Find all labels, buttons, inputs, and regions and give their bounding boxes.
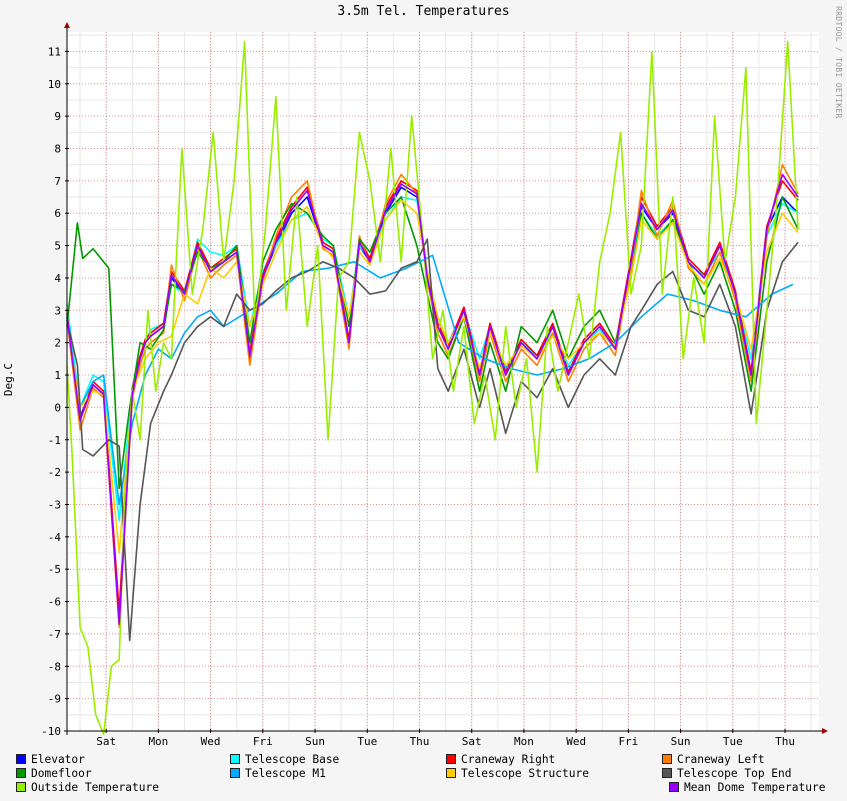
- y-tick-label: 11: [48, 45, 61, 58]
- legend-swatch: [662, 768, 672, 778]
- legend-label: Craneway Left: [677, 752, 765, 766]
- series-line-craneway-left: [66, 163, 799, 629]
- y-tick-label: -3: [48, 498, 61, 511]
- legend-label: Telescope Top End: [677, 766, 792, 780]
- y-tick-label: -2: [48, 466, 61, 479]
- y-tick-label: -4: [48, 531, 62, 544]
- x-tick-label: Tue: [723, 735, 743, 748]
- chart-title: 3.5m Tel. Temperatures: [337, 4, 510, 19]
- y-tick-label: 1: [54, 369, 61, 382]
- legend-swatch: [16, 754, 26, 764]
- x-tick-label: Fri: [618, 735, 638, 748]
- y-tick-label: 9: [54, 110, 61, 123]
- y-tick-label: 10: [48, 78, 61, 91]
- series-line-mean-dome-temperature: [66, 173, 799, 626]
- series-line-telescope-structure: [66, 199, 799, 554]
- legend-item-outside-temperature: Outside Temperature: [16, 780, 159, 794]
- legend-item-craneway-left: Craneway Left: [662, 752, 765, 766]
- y-tick-label: 2: [54, 337, 61, 350]
- x-tick-label: Mon: [148, 735, 168, 748]
- series-line-outside-temperature: [66, 40, 799, 736]
- legend-item-mean-dome-temperature: Mean Dome Temperature: [669, 780, 825, 794]
- legend-item-craneway-right: Craneway Right: [446, 752, 555, 766]
- legend-label: Telescope Base: [245, 752, 340, 766]
- legend-swatch: [446, 768, 456, 778]
- x-tick-label: Fri: [253, 735, 273, 748]
- legend-swatch: [662, 754, 672, 764]
- series-lines: [66, 40, 799, 736]
- legend-swatch: [446, 754, 456, 764]
- x-tick-label: Wed: [566, 735, 586, 748]
- y-axis-arrow: [64, 22, 70, 28]
- legend-label: Mean Dome Temperature: [684, 780, 826, 794]
- x-axis-arrow: [822, 728, 828, 734]
- legend-item-telescope-top-end: Telescope Top End: [662, 766, 792, 780]
- legend-label: Telescope M1: [245, 766, 326, 780]
- axes: [64, 22, 828, 735]
- y-tick-label: 0: [54, 401, 61, 414]
- x-tick-label: Thu: [775, 735, 795, 748]
- watermark: RRDTOOL / TOBI OETIKER: [834, 6, 843, 119]
- legend-label: Domefloor: [31, 766, 92, 780]
- legend-swatch: [230, 754, 240, 764]
- y-tick-label: -9: [48, 693, 61, 706]
- y-tick-label: 4: [54, 272, 61, 285]
- x-tick-label: Sun: [671, 735, 691, 748]
- series-line-telescope-top-end: [66, 238, 799, 642]
- legend-swatch: [669, 782, 679, 792]
- y-tick-label: 6: [54, 207, 61, 220]
- x-tick-label: Tue: [357, 735, 377, 748]
- x-tick-label: Wed: [201, 735, 221, 748]
- y-tick-label: 3: [54, 304, 61, 317]
- legend-swatch: [16, 782, 26, 792]
- legend-item-domefloor: Domefloor: [16, 766, 92, 780]
- y-tick-label: 7: [54, 175, 61, 188]
- legend-label: Elevator: [31, 752, 85, 766]
- y-tick-label: -5: [48, 563, 61, 576]
- grid-lines: [67, 32, 819, 732]
- y-tick-label: -8: [48, 660, 61, 673]
- legend-item-telescope-structure: Telescope Structure: [446, 766, 589, 780]
- y-axis-label: Deg.C: [2, 362, 16, 397]
- y-tick-label: -10: [41, 725, 61, 738]
- legend: Elevator Telescope Base Craneway Right C…: [16, 752, 846, 800]
- x-tick-label: Thu: [410, 735, 430, 748]
- x-tick-label: Sat: [462, 735, 482, 748]
- legend-label: Craneway Right: [461, 752, 556, 766]
- x-tick-label: Mon: [514, 735, 534, 748]
- legend-item-telescope-m1: Telescope M1: [230, 766, 326, 780]
- legend-label: Telescope Structure: [461, 766, 589, 780]
- y-tick-label: -6: [48, 596, 61, 609]
- series-line-telescope-m1: [66, 254, 794, 506]
- y-tick-label: -1: [48, 434, 61, 447]
- x-tick-label: Sun: [305, 735, 325, 748]
- legend-item-elevator: Elevator: [16, 752, 85, 766]
- legend-label: Outside Temperature: [31, 780, 159, 794]
- legend-swatch: [230, 768, 240, 778]
- y-tick-label: 8: [54, 143, 61, 156]
- legend-item-telescope-base: Telescope Base: [230, 752, 339, 766]
- y-tick-label: 5: [54, 240, 61, 253]
- y-tick-label: -7: [48, 628, 61, 641]
- x-tick-label: Sat: [96, 735, 116, 748]
- legend-swatch: [16, 768, 26, 778]
